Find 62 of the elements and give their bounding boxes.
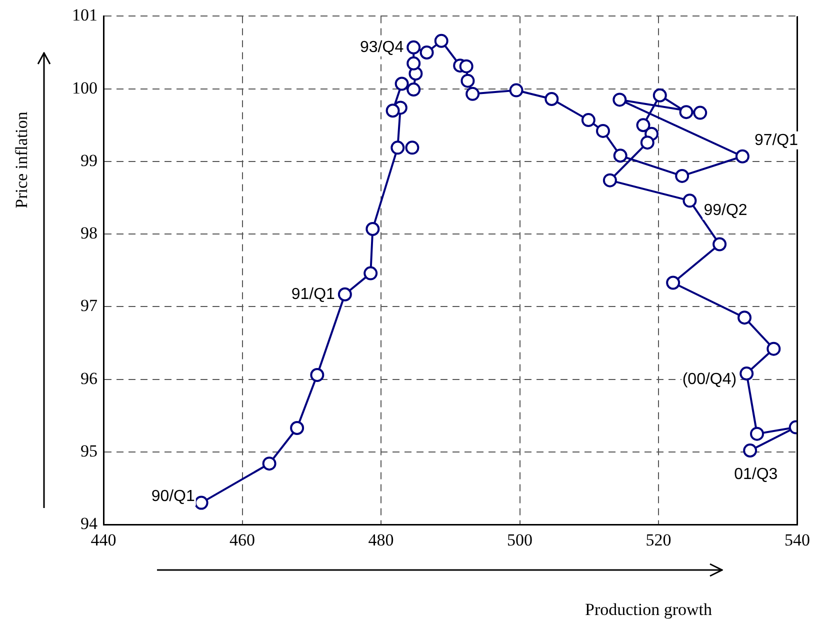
x-tick-label: 480 bbox=[368, 530, 394, 550]
point bbox=[364, 266, 378, 280]
annotation: 97/Q1 bbox=[754, 132, 798, 149]
point bbox=[509, 83, 524, 98]
point bbox=[602, 173, 617, 188]
y-tick-label: 101 bbox=[72, 6, 98, 25]
point bbox=[394, 76, 409, 91]
point bbox=[544, 92, 559, 106]
point bbox=[679, 105, 694, 120]
annotation: 01/Q3 bbox=[734, 466, 778, 483]
point bbox=[738, 310, 752, 325]
point bbox=[262, 456, 276, 471]
annotation: 91/Q1 bbox=[291, 286, 336, 303]
point bbox=[338, 287, 352, 302]
point bbox=[640, 136, 654, 150]
point bbox=[693, 106, 708, 120]
point bbox=[310, 368, 324, 382]
x-axis-title: Production growth bbox=[585, 600, 712, 620]
point bbox=[743, 444, 758, 458]
annotation: 90/Q1 bbox=[151, 488, 196, 506]
point bbox=[596, 124, 610, 138]
y-tick-label: 99 bbox=[80, 150, 98, 170]
point bbox=[194, 496, 208, 510]
point bbox=[460, 74, 475, 88]
point bbox=[420, 46, 434, 60]
y-tick-label: 100 bbox=[72, 78, 98, 98]
point bbox=[386, 104, 400, 118]
point bbox=[366, 222, 380, 236]
x-tick-label: 520 bbox=[646, 530, 672, 550]
annotation: (00/Q4) bbox=[682, 370, 737, 388]
x-tick-label: 500 bbox=[507, 530, 532, 550]
point bbox=[466, 86, 480, 101]
y-tick-label: 98 bbox=[80, 224, 98, 243]
y-tick-label: 96 bbox=[80, 368, 98, 388]
point bbox=[612, 92, 627, 107]
y-tick-label: 95 bbox=[80, 441, 98, 460]
x-tick-label: 460 bbox=[230, 530, 255, 550]
point bbox=[290, 421, 304, 436]
point bbox=[434, 34, 448, 48]
point bbox=[406, 56, 421, 70]
point bbox=[682, 194, 697, 208]
point bbox=[613, 148, 628, 163]
point bbox=[459, 59, 474, 74]
point bbox=[712, 237, 727, 252]
y-tick-label: 97 bbox=[80, 296, 98, 316]
point bbox=[636, 118, 650, 132]
point bbox=[666, 276, 680, 290]
point bbox=[390, 140, 405, 155]
point bbox=[675, 168, 690, 183]
point bbox=[581, 113, 596, 128]
point bbox=[735, 149, 750, 164]
point bbox=[652, 88, 667, 102]
x-tick-label: 540 bbox=[784, 530, 810, 550]
y-axis-title: Price inflation bbox=[12, 110, 32, 210]
annotation: 93/Q4 bbox=[360, 38, 404, 56]
point bbox=[406, 40, 421, 54]
point bbox=[406, 82, 421, 97]
point bbox=[750, 426, 764, 441]
point bbox=[740, 366, 754, 381]
annotation: 99/Q2 bbox=[704, 202, 748, 220]
point bbox=[405, 140, 420, 155]
point bbox=[766, 342, 781, 356]
